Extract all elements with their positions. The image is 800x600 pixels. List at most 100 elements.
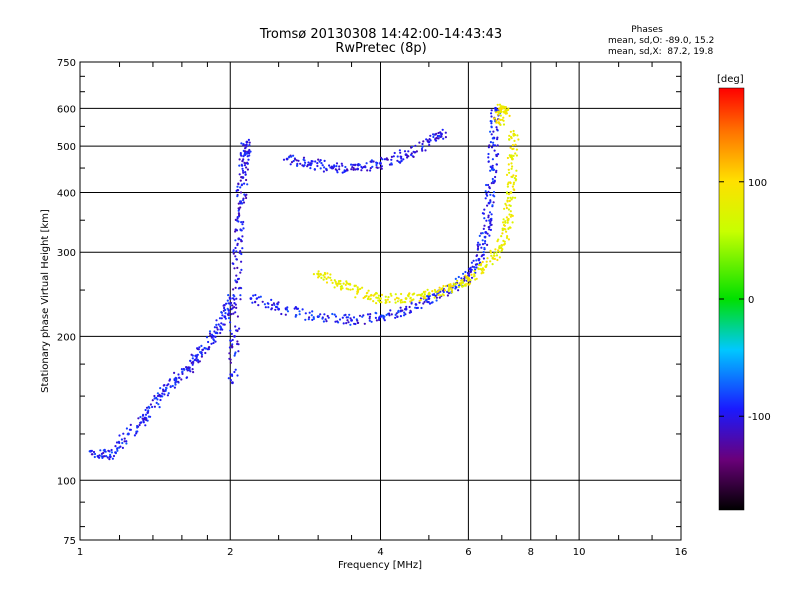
echo-point	[359, 287, 362, 290]
echo-point	[482, 268, 485, 271]
echo-point	[424, 149, 427, 152]
echo-point	[372, 300, 375, 303]
echo-point	[221, 314, 224, 317]
echo-point	[396, 159, 399, 162]
echo-point	[146, 411, 149, 415]
echo-point	[394, 301, 397, 304]
echo-point	[240, 163, 243, 166]
echo-point	[443, 289, 447, 292]
echo-point	[390, 294, 393, 297]
echo-point	[123, 440, 126, 443]
echo-point	[434, 133, 437, 136]
echo-point	[395, 312, 398, 315]
echo-point	[451, 285, 454, 288]
echo-point	[327, 276, 330, 279]
echo-point	[428, 143, 431, 147]
data-point	[494, 106, 497, 110]
echo-point	[189, 370, 192, 373]
echo-point	[236, 315, 239, 318]
echo-point	[163, 393, 166, 396]
echo-point	[421, 142, 424, 146]
echo-point	[367, 295, 370, 298]
echo-point	[298, 310, 301, 313]
echo-point	[323, 271, 326, 275]
echo-point	[308, 316, 311, 319]
echo-point	[240, 252, 243, 256]
echo-point	[503, 224, 506, 227]
data-point	[277, 307, 281, 311]
echo-point	[495, 128, 499, 131]
echo-point	[272, 302, 275, 305]
echo-point	[334, 320, 337, 323]
echo-point	[316, 272, 319, 275]
echo-point	[489, 200, 492, 203]
y-tick-label: 750	[57, 58, 76, 69]
echo-point	[401, 301, 404, 304]
echo-point	[394, 298, 397, 301]
echo-point	[483, 217, 486, 220]
echo-point	[231, 345, 234, 348]
echo-point	[510, 156, 513, 159]
echo-point	[497, 112, 500, 115]
echo-point	[270, 298, 273, 301]
colorbar-tick-label: -100	[748, 412, 771, 423]
echo-point	[485, 263, 488, 266]
echo-point	[212, 341, 215, 345]
echo-point	[383, 158, 386, 161]
echo-point	[159, 387, 162, 390]
echo-point	[352, 168, 355, 171]
echo-point	[233, 354, 236, 357]
echo-point	[491, 263, 494, 266]
data-point	[249, 297, 253, 300]
echo-point	[469, 280, 472, 283]
echo-point	[107, 449, 110, 452]
echo-point	[236, 185, 239, 188]
echo-point	[325, 320, 328, 323]
echo-point	[244, 147, 247, 150]
echo-point	[492, 201, 495, 204]
echo-point	[383, 315, 386, 318]
echo-point	[233, 267, 236, 270]
echo-point	[487, 156, 490, 159]
echo-point	[511, 196, 514, 199]
echo-point	[331, 312, 334, 316]
echo-point	[345, 316, 348, 319]
echo-point	[375, 296, 378, 299]
echo-point	[311, 310, 314, 313]
echo-point	[372, 160, 375, 163]
echo-point	[507, 163, 510, 166]
echo-point	[477, 267, 480, 270]
echo-point	[325, 281, 329, 284]
echo-point	[490, 223, 493, 226]
echo-point	[434, 294, 437, 297]
y-axis-label: Stationary phase Virtual Height [km]	[40, 209, 51, 393]
echo-point	[505, 173, 509, 176]
echo-point	[289, 163, 292, 166]
data-point	[484, 231, 488, 234]
echo-point	[434, 139, 437, 142]
echo-point	[246, 183, 249, 186]
echo-point	[399, 315, 402, 318]
echo-point	[484, 190, 487, 193]
echo-point	[232, 312, 235, 315]
echo-point	[466, 282, 469, 285]
echo-point	[505, 216, 508, 219]
echo-point	[162, 384, 165, 387]
echo-point	[145, 418, 148, 422]
echo-point	[489, 193, 492, 196]
echo-point	[414, 303, 417, 306]
echo-point	[509, 210, 512, 213]
echo-point	[489, 120, 492, 123]
echo-point	[360, 169, 363, 172]
echo-point	[488, 187, 491, 190]
echo-point	[342, 322, 345, 325]
echo-point	[207, 340, 210, 344]
echo-point	[477, 241, 480, 244]
echo-point	[384, 298, 387, 302]
echo-point	[389, 292, 392, 295]
echo-point	[476, 263, 479, 266]
echo-point	[341, 164, 344, 167]
echo-point	[137, 417, 140, 420]
y-tick-label: 300	[57, 248, 76, 259]
echo-point	[217, 323, 220, 326]
